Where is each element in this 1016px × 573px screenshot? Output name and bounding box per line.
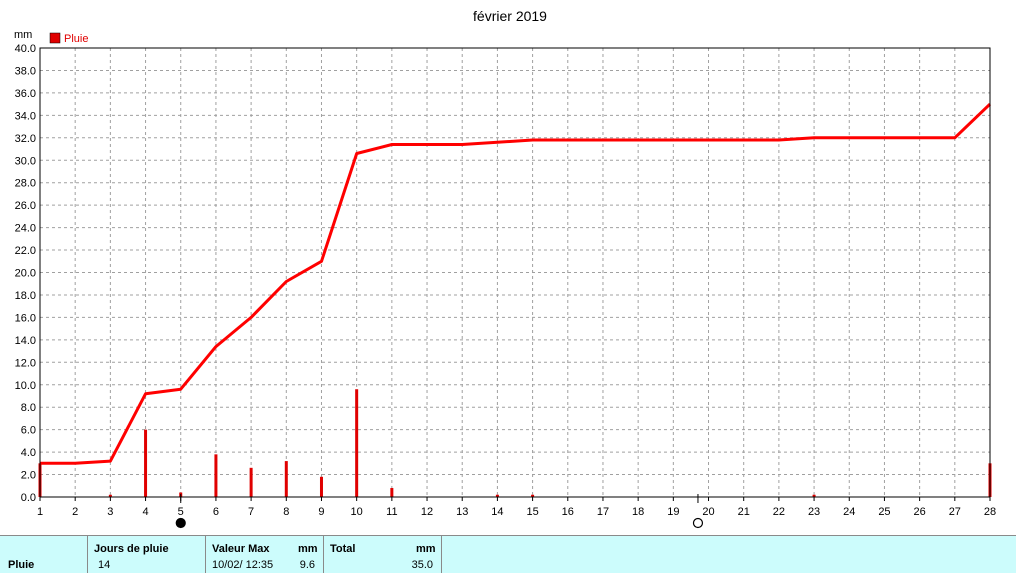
plot-frame xyxy=(39,47,991,498)
x-tick-label: 14 xyxy=(491,506,503,518)
max-value-unit: mm xyxy=(298,543,318,555)
legend-swatch xyxy=(49,32,61,44)
x-tick-label: 7 xyxy=(248,506,254,518)
x-tick-label: 24 xyxy=(843,506,855,518)
y-tick-label: 26.0 xyxy=(15,200,36,212)
x-tick-label: 23 xyxy=(808,506,820,518)
x-tick-label: 5 xyxy=(178,506,184,518)
x-tick-label: 16 xyxy=(562,506,574,518)
y-tick-label: 10.0 xyxy=(15,380,36,392)
x-tick-label: 19 xyxy=(667,506,679,518)
new-moon-icon xyxy=(175,517,186,529)
rain-bar xyxy=(495,494,499,497)
summary-row-label: Pluie xyxy=(8,559,35,571)
max-value-column: Valeur Max mm 10/02/ 12:35 9.6 xyxy=(206,536,324,573)
x-tick-label: 21 xyxy=(738,506,750,518)
x-tick-label: 15 xyxy=(526,506,538,518)
y-tick-label: 14.0 xyxy=(15,335,36,347)
moon-phases xyxy=(175,494,704,529)
x-tick-label: 27 xyxy=(949,506,961,518)
full-moon-icon xyxy=(692,517,704,529)
y-tick-label: 4.0 xyxy=(21,447,36,459)
rain-bar xyxy=(390,488,394,497)
y-tick-label: 38.0 xyxy=(15,65,36,77)
x-tick-label: 4 xyxy=(142,506,148,518)
y-tick-label: 18.0 xyxy=(15,290,36,302)
max-value-amount: 9.6 xyxy=(299,559,315,571)
rain-bar xyxy=(319,476,323,497)
y-tick-label: 22.0 xyxy=(15,245,36,257)
rain-bar xyxy=(108,494,112,497)
rain-bar xyxy=(249,467,253,497)
rain-days-value: 14 xyxy=(98,559,111,571)
total-column: Total mm 35.0 xyxy=(324,536,442,573)
rain-chart: 0.0 2.0 4.0 6.0 8.0 10.0 12.0 14.0 16.0 18.0 20.0 2… xyxy=(14,8,996,529)
y-tick-label: 0.0 xyxy=(21,492,36,504)
y-tick-label: 20.0 xyxy=(15,268,36,280)
max-value-header: Valeur Max xyxy=(212,543,270,555)
x-tick-label: 3 xyxy=(107,506,113,518)
x-tick-label: 10 xyxy=(351,506,363,518)
y-tick-label: 28.0 xyxy=(15,178,36,190)
rain-bar xyxy=(531,494,535,497)
y-tick-label: 30.0 xyxy=(15,155,36,167)
chart-title: février 2019 xyxy=(473,8,547,24)
rain-bar xyxy=(812,494,816,497)
y-tick-label: 12.0 xyxy=(15,357,36,369)
grid xyxy=(40,48,990,497)
y-tick-label: 6.0 xyxy=(21,425,36,437)
x-tick-label: 11 xyxy=(386,506,397,518)
x-tick-label: 17 xyxy=(597,506,609,518)
total-unit: mm xyxy=(416,543,436,555)
rain-bar xyxy=(284,461,288,497)
x-tick-label: 22 xyxy=(773,506,785,518)
x-tick-label: 28 xyxy=(984,506,996,518)
x-tick-label: 8 xyxy=(283,506,289,518)
y-tick-label: 2.0 xyxy=(21,470,36,482)
x-tick-label: 9 xyxy=(318,506,324,518)
total-value: 35.0 xyxy=(411,559,433,571)
y-tick-label: 34.0 xyxy=(15,110,36,122)
cumulative-line xyxy=(40,103,992,465)
rain-bar xyxy=(355,389,359,497)
axes xyxy=(39,47,991,501)
y-tick-label: 16.0 xyxy=(15,312,36,324)
y-axis-unit-label: mm xyxy=(14,29,32,41)
max-value-date: 10/02/ 12:35 xyxy=(212,559,274,571)
y-tick-label: 24.0 xyxy=(15,223,36,235)
labels: 0.0 2.0 4.0 6.0 8.0 10.0 12.0 14.0 16.0 18.0 20.0 2… xyxy=(14,8,996,518)
x-tick-label: 25 xyxy=(878,506,890,518)
total-header: Total xyxy=(330,543,356,555)
rain-bars xyxy=(38,389,992,497)
x-tick-label: 12 xyxy=(421,506,433,518)
summary-label-column: Pluie xyxy=(0,536,88,573)
y-tick-label: 8.0 xyxy=(21,402,36,414)
legend-label: Pluie xyxy=(64,33,88,45)
x-tick-label: 26 xyxy=(914,506,926,518)
y-tick-label: 32.0 xyxy=(15,133,36,145)
rain-days-header: Jours de pluie xyxy=(94,543,169,555)
y-tick-label: 36.0 xyxy=(15,88,36,100)
x-tick-label: 13 xyxy=(456,506,468,518)
rain-bar xyxy=(144,429,148,497)
x-tick-label: 20 xyxy=(702,506,714,518)
y-tick-label: 40.0 xyxy=(15,43,36,55)
rain-days-column: Jours de pluie 14 xyxy=(88,536,206,573)
x-tick-label: 1 xyxy=(37,506,43,518)
x-tick-label: 6 xyxy=(213,506,219,518)
cumulative-rain-line xyxy=(40,103,992,465)
x-tick-label: 18 xyxy=(632,506,644,518)
rain-bar xyxy=(214,454,218,497)
summary-table: Pluie Jours de pluie 14 Valeur Max mm 10… xyxy=(0,535,1016,573)
x-tick-label: 2 xyxy=(72,506,78,518)
